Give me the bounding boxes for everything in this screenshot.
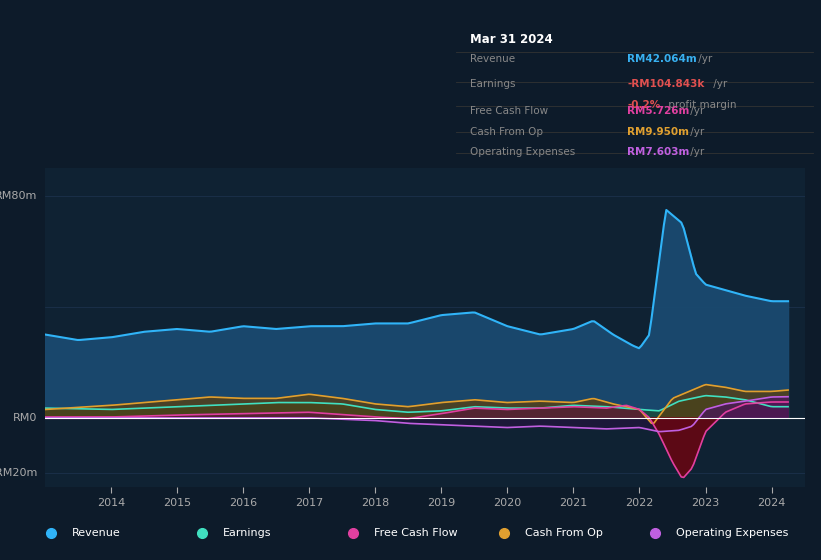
Text: Cash From Op: Cash From Op bbox=[525, 528, 603, 538]
Text: RM5.726m: RM5.726m bbox=[627, 106, 690, 116]
Text: Cash From Op: Cash From Op bbox=[470, 127, 543, 137]
Text: RM0: RM0 bbox=[13, 413, 38, 423]
Text: Free Cash Flow: Free Cash Flow bbox=[470, 106, 548, 116]
Text: -RM104.843k: -RM104.843k bbox=[627, 79, 704, 89]
Text: profit margin: profit margin bbox=[664, 100, 736, 110]
Text: Operating Expenses: Operating Expenses bbox=[677, 528, 789, 538]
Text: RM80m: RM80m bbox=[0, 191, 38, 200]
Text: Revenue: Revenue bbox=[72, 528, 121, 538]
Text: -0.2%: -0.2% bbox=[627, 100, 660, 110]
Text: /yr: /yr bbox=[687, 106, 704, 116]
Text: Revenue: Revenue bbox=[470, 54, 515, 64]
Text: RM42.064m: RM42.064m bbox=[627, 54, 697, 64]
Text: /yr: /yr bbox=[709, 79, 727, 89]
Text: RM7.603m: RM7.603m bbox=[627, 147, 690, 157]
Text: -RM20m: -RM20m bbox=[0, 468, 38, 478]
Text: /yr: /yr bbox=[687, 127, 704, 137]
Text: /yr: /yr bbox=[687, 147, 704, 157]
Text: RM9.950m: RM9.950m bbox=[627, 127, 689, 137]
Text: Earnings: Earnings bbox=[470, 79, 516, 89]
Text: Mar 31 2024: Mar 31 2024 bbox=[470, 33, 553, 46]
Text: Earnings: Earnings bbox=[223, 528, 272, 538]
Text: /yr: /yr bbox=[695, 54, 712, 64]
Text: Free Cash Flow: Free Cash Flow bbox=[374, 528, 458, 538]
Text: Operating Expenses: Operating Expenses bbox=[470, 147, 576, 157]
